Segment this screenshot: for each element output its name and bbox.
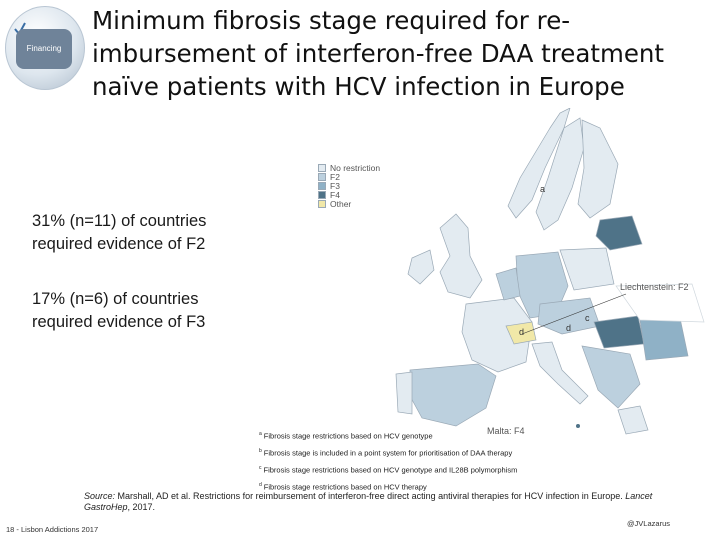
footnote-mark: d	[259, 482, 262, 488]
source-text: Marshall, AD et al. Restrictions for rei…	[115, 491, 623, 501]
map-region-baltics	[595, 215, 643, 251]
map-region-poland	[559, 247, 615, 291]
europe-map	[300, 108, 720, 438]
author-handle: @JVLazarus	[626, 519, 670, 528]
map-region-uk	[439, 213, 483, 299]
stat-f3: 17% (n=6) of countries required evidence…	[32, 288, 205, 334]
legend-label: Other	[330, 198, 352, 209]
footnote-text: Fibrosis stage restrictions based on HCV…	[263, 482, 427, 492]
footnote-mark: b	[259, 448, 262, 454]
legend-swatch	[318, 190, 326, 199]
legend-item-f2: F2	[318, 171, 380, 182]
source-prefix: Source:	[84, 491, 116, 501]
map-annotation-d: d	[519, 327, 525, 337]
map-region-malta	[576, 424, 580, 428]
legend-label: F3	[330, 180, 340, 191]
map-region-finland	[577, 119, 619, 219]
map-region-france	[461, 297, 533, 373]
source-journal: Lancet GastroHep	[84, 491, 653, 512]
footnote-b: b Fibrosis stage is included in a point s…	[259, 448, 512, 458]
map-region-italy	[531, 341, 589, 405]
stat-f2: 31% (n=11) of countries required evidenc…	[32, 210, 206, 256]
footnote-c: c Fibrosis stage restrictions based on HC…	[259, 465, 517, 475]
malta-label: Malta: F4	[487, 426, 525, 436]
footnote-mark: a	[259, 431, 262, 437]
map-region-romania	[639, 317, 689, 361]
financing-badge: Financing	[5, 6, 85, 90]
map-region-switzerland	[505, 321, 537, 345]
legend-item-f4: F4	[318, 189, 380, 200]
stat-f2-line2: required evidence of F2	[32, 235, 206, 253]
map-region-benelux	[495, 267, 521, 301]
financing-label: Financing	[16, 29, 72, 69]
map-region-ukraine	[615, 283, 705, 323]
map-region-greece	[617, 405, 649, 435]
legend-swatch	[318, 199, 326, 208]
stat-f3-line2: required evidence of F3	[32, 313, 206, 331]
liechtenstein-pointer-line	[521, 293, 627, 335]
footnote-a: a Fibrosis stage restrictions based on HC…	[259, 431, 433, 441]
legend-item-f3: F3	[318, 180, 380, 191]
legend-label: F4	[330, 189, 340, 200]
map-region-sweden	[535, 117, 585, 231]
map-region-balkans	[581, 345, 641, 409]
map-annotation-a: a	[540, 184, 546, 194]
slide-footer: 18 - Lisbon Addictions 2017	[6, 525, 99, 534]
map-region-ireland	[407, 249, 435, 285]
map-region-norway	[507, 108, 571, 219]
footnote-d: d Fibrosis stage restrictions based on HC…	[259, 482, 427, 492]
liechtenstein-label: Liechtenstein: F2	[620, 282, 689, 292]
legend-label: F2	[330, 171, 340, 182]
page-title: Minimum fibrosis stage required for re-i…	[92, 6, 665, 101]
legend-swatch	[318, 163, 326, 172]
source-citation: Source: Marshall, AD et al. Restrictions…	[84, 491, 694, 513]
footnote-text: Fibrosis stage is included in a point sy…	[263, 448, 513, 458]
legend-swatch	[318, 172, 326, 181]
legend-item-other: Other	[318, 198, 380, 209]
stat-f2-line1: 31% (n=11) of countries	[32, 212, 207, 230]
legend-item-no-restriction: No restriction	[318, 162, 381, 173]
footnote-mark: c	[259, 465, 262, 471]
legend-swatch	[318, 181, 326, 190]
footnote-text: Fibrosis stage restrictions based on HCV…	[263, 431, 433, 441]
map-annotation-c: c	[585, 313, 590, 323]
source-year: , 2017.	[127, 502, 156, 512]
map-region-portugal	[395, 371, 413, 415]
footnote-text: Fibrosis stage restrictions based on HCV…	[263, 465, 518, 475]
map-legend: No restriction F2 F3 F4 Other	[318, 162, 381, 209]
map-annotation-d: d	[566, 323, 572, 333]
stat-f3-line1: 17% (n=6) of countries	[32, 290, 199, 308]
legend-label: No restriction	[330, 162, 381, 173]
